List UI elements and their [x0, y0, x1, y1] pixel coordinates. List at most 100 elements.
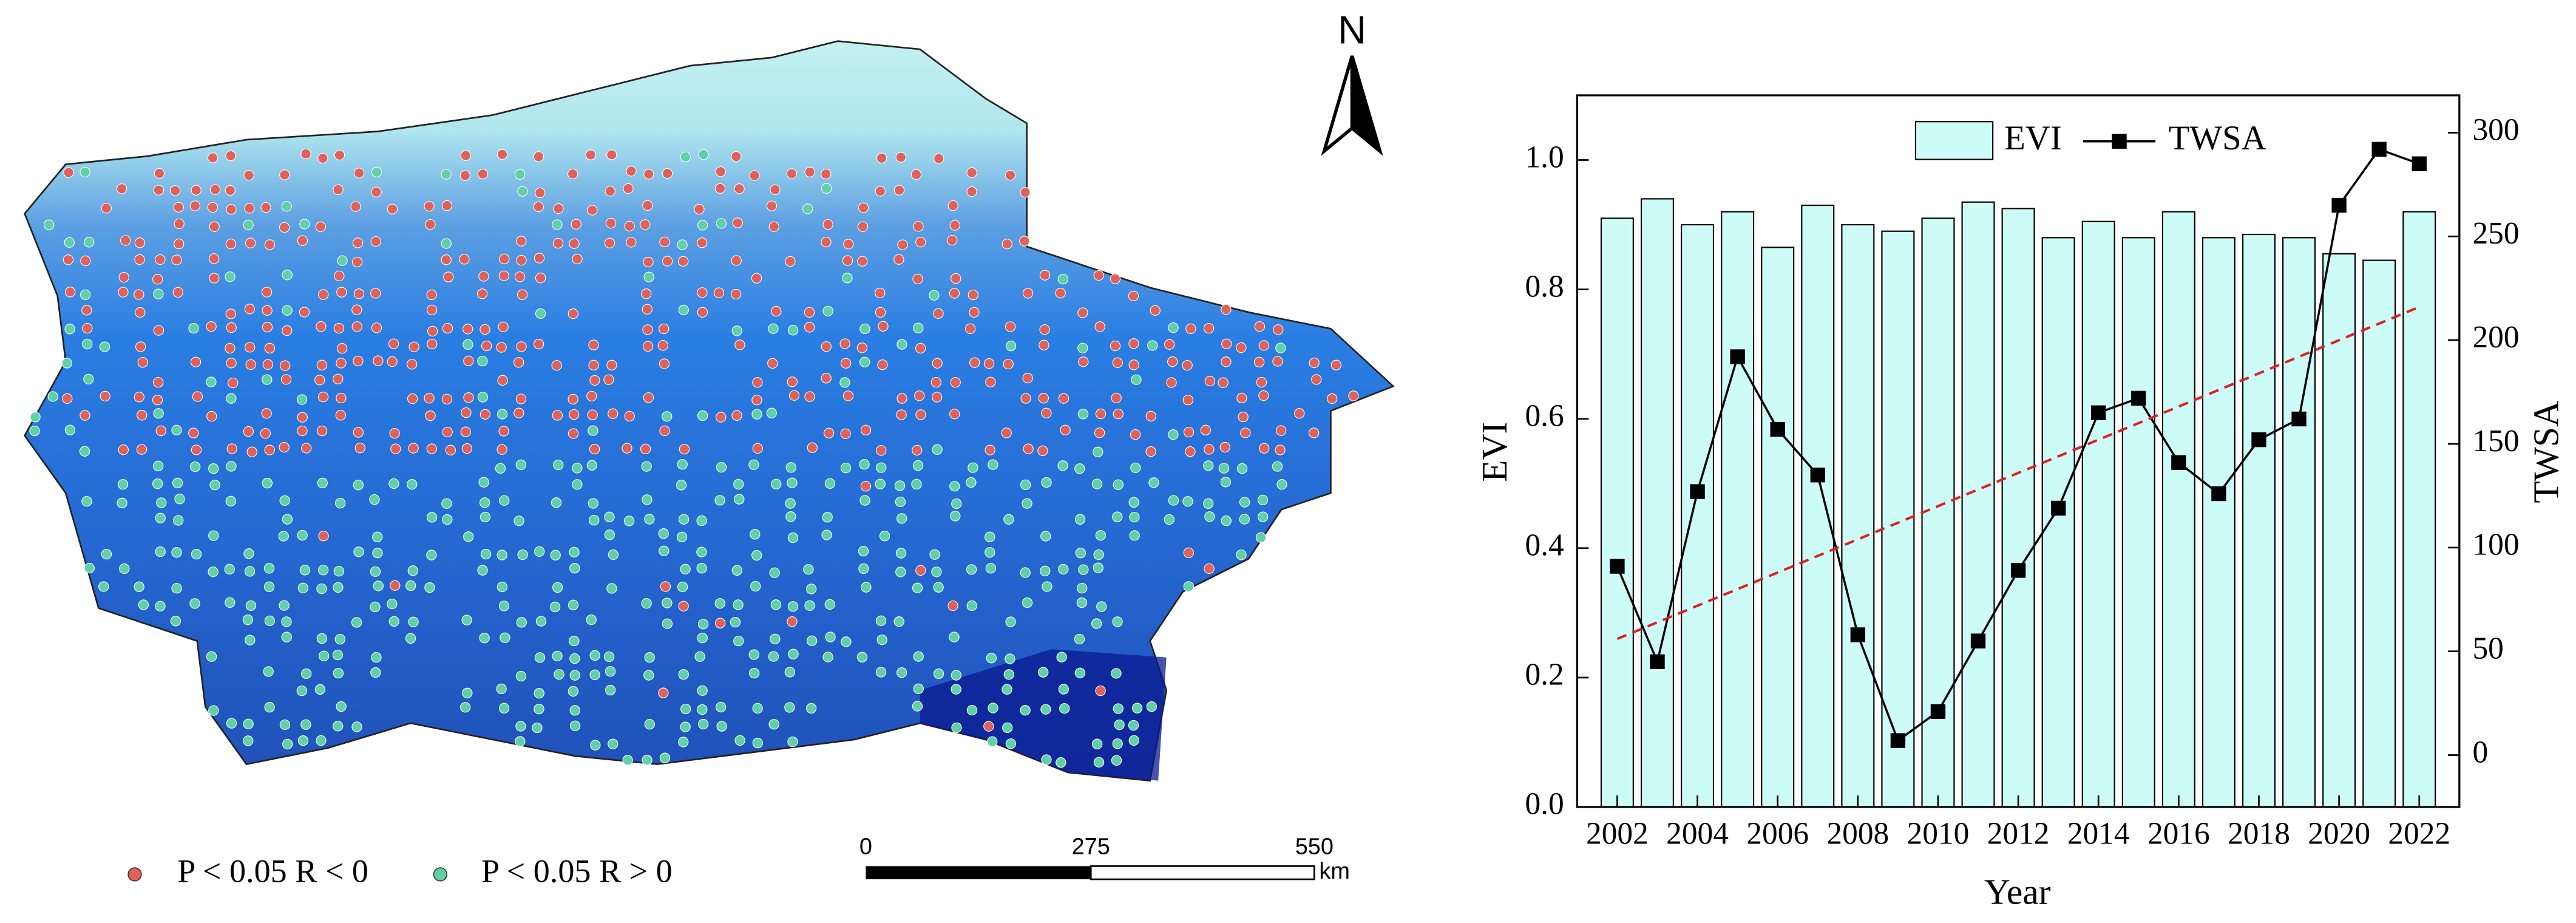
dot-red [821, 373, 832, 384]
dot-green [1130, 462, 1141, 474]
dot-red [786, 168, 798, 179]
y-tick-label: 0.6 [1525, 398, 1564, 433]
dot-green [951, 684, 961, 695]
dot-green [730, 616, 741, 628]
dot-green [153, 408, 164, 419]
bar [1841, 223, 1875, 808]
dot-red [244, 304, 256, 315]
dot-green [1058, 564, 1069, 575]
dot-green [642, 494, 652, 505]
dot-red [535, 273, 546, 284]
dot-green [951, 498, 962, 509]
dot-red [461, 443, 473, 454]
dot-green [552, 582, 563, 593]
dot-green [1022, 498, 1032, 509]
dot-green [841, 636, 852, 647]
dot-green [171, 424, 182, 435]
dot-red [858, 202, 869, 213]
dot-green [1020, 567, 1031, 578]
point [1890, 733, 1906, 748]
y-tick-label: 0.8 [1525, 269, 1564, 304]
dot-green [748, 649, 759, 660]
dot-red [1095, 408, 1107, 420]
dot-red [589, 443, 600, 455]
dot-green [1091, 479, 1103, 489]
dot-red [480, 409, 491, 420]
y2-axis-label: TWSA [2526, 401, 2566, 503]
dot-red [694, 203, 705, 215]
dot-red [1041, 407, 1052, 418]
dot-red [370, 288, 381, 299]
dot-red [822, 219, 833, 230]
dot-green [697, 619, 709, 630]
dot-red [606, 359, 617, 370]
dot-green [677, 459, 688, 470]
dot-red [134, 289, 144, 300]
point [1770, 421, 1785, 437]
dot-green [966, 477, 977, 488]
legend-marker [2112, 134, 2127, 149]
legend-label: TWSA [2169, 119, 2266, 157]
dot-red [605, 217, 617, 229]
dot-red [478, 271, 489, 282]
dot-red [371, 186, 382, 197]
dot-green [549, 601, 561, 613]
dot-green [30, 412, 41, 423]
dot-red [279, 441, 290, 453]
dot-green [911, 479, 922, 490]
dot-red [426, 443, 438, 454]
bar [1600, 217, 1634, 808]
dot-green [1203, 498, 1214, 509]
dot-green [696, 563, 707, 574]
dot-green [480, 511, 491, 523]
dot-red [949, 220, 960, 231]
dot-red [915, 342, 926, 354]
dot-red [1275, 444, 1286, 455]
dot-red [171, 254, 182, 265]
dot-green [334, 633, 345, 645]
dot-red [571, 219, 581, 230]
dot-red [642, 324, 653, 335]
dot-green [768, 719, 779, 730]
dot-red [318, 289, 329, 300]
dot-green [64, 237, 75, 248]
dot-red [914, 390, 925, 401]
dot-red [588, 339, 599, 350]
dot-red [768, 221, 779, 232]
dot-green [461, 615, 472, 625]
dot-green [319, 650, 330, 661]
dot-red [441, 200, 453, 211]
dot-red [1145, 410, 1156, 422]
dot-red [714, 618, 726, 628]
dot-red [804, 307, 815, 318]
dot-green [1057, 273, 1069, 285]
dot-red [426, 304, 438, 316]
dot-green [369, 494, 380, 505]
dot-red [1020, 393, 1031, 404]
dot-red [80, 410, 90, 421]
dot-green [697, 704, 708, 715]
dot-green [785, 511, 796, 522]
dot-green [1257, 494, 1269, 506]
dot-green [787, 736, 798, 748]
dot-green [79, 446, 90, 457]
dot-red [459, 254, 470, 265]
dot-green [498, 703, 510, 714]
dot-green [678, 514, 690, 525]
dot-red [1001, 427, 1012, 438]
dot-green [769, 567, 780, 578]
dot-red [1166, 377, 1177, 388]
dot-green [1076, 597, 1088, 608]
dot-green [805, 584, 817, 594]
dot-red [408, 443, 419, 454]
dot-green [554, 669, 564, 680]
dot-green [605, 666, 616, 677]
dot-green [500, 632, 510, 643]
dot-red [174, 238, 185, 250]
dot-red [697, 307, 708, 318]
dot-green [858, 563, 869, 574]
dot-red [315, 221, 326, 233]
dot-red [116, 183, 127, 194]
dot-red [624, 220, 635, 232]
